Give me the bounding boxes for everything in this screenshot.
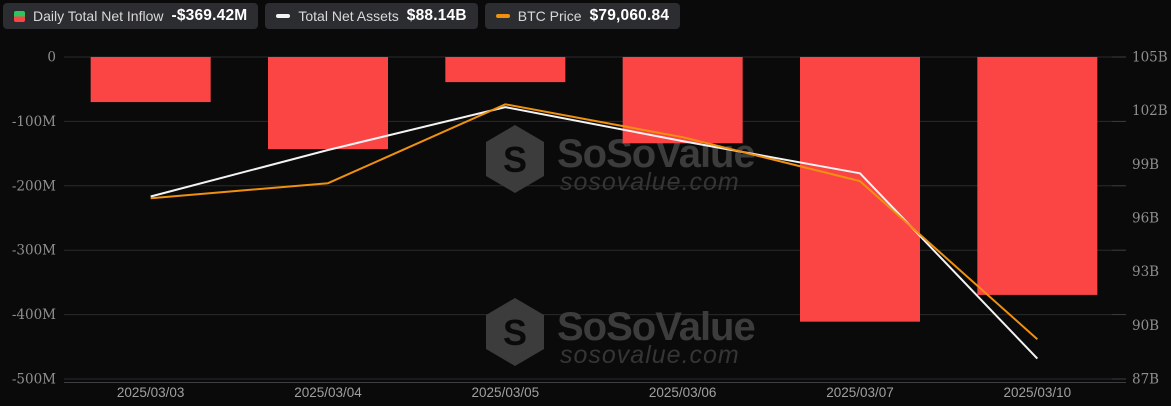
x-axis-label: 2025/03/06 [649,385,717,400]
y-axis-label-right: 99B [1132,157,1159,173]
y-axis-label-left: -200M [12,178,56,194]
y-axis-label-left: -100M [12,114,56,130]
inflow-bar[interactable] [268,57,388,150]
sosovalue-logo-icon [486,298,544,366]
net-assets-dash-icon [276,14,291,18]
legend-label: Total Net Assets [298,8,399,24]
y-axis-label-right: 93B [1132,264,1159,280]
y-axis-label-left: -400M [12,307,56,323]
x-axis-label: 2025/03/10 [1004,385,1072,400]
btc-price-dash-icon [495,14,510,18]
sosovalue-logo-letter: S [503,312,527,353]
watermark-domain-text: sosovalue.com [560,341,740,369]
inflow-bar[interactable] [977,57,1098,295]
y-axis-label-left: -500M [12,372,56,388]
y-axis-label-right: 87B [1132,372,1159,388]
daily-net-inflow-bars [90,57,1098,322]
y-axis-label-right: 90B [1132,318,1159,334]
y-axis-label-left: 0 [47,50,56,66]
legend-value: $79,060.84 [589,7,670,24]
total-net-assets-line[interactable] [150,106,1039,360]
y-axis-label-right: 105B [1132,50,1168,66]
sosovalue-logo-letter: S [503,139,527,180]
x-axis-label: 2025/03/07 [826,385,894,400]
legend-label: BTC Price [517,8,582,24]
x-axis-label: 2025/03/05 [472,385,540,400]
grid-and-axes: 0 -100M -200M -300M -400M -500M 105B 102B 99B 96B… [12,50,1168,401]
watermark-domain-text: sosovalue.com [560,168,740,196]
inflow-bar[interactable] [90,57,211,103]
sosovalue-logo-icon [486,125,544,193]
inflow-bar[interactable] [800,57,920,322]
legend-item-daily-total-net-inflow[interactable]: Daily Total Net Inflow -$369.42M [3,3,259,29]
legend-item-total-net-assets[interactable]: Total Net Assets $88.14B [265,3,478,29]
y-axis-label-right: 102B [1132,103,1168,119]
inflow-split-square-icon [14,10,25,22]
legend-label: Daily Total Net Inflow [33,8,164,24]
legend-value: $88.14B [406,7,467,24]
inflow-bar[interactable] [445,57,566,83]
watermark-brand-text: SoSoValue [557,305,755,349]
y-axis-label-left: -300M [12,243,56,259]
x-axis-label: 2025/03/04 [294,385,362,400]
btc-price-line[interactable] [150,103,1038,340]
legend-value: -$369.42M [171,7,248,24]
legend-item-btc-price[interactable]: BTC Price $79,060.84 [484,3,681,29]
legend: Daily Total Net Inflow -$369.42M Total N… [3,3,681,29]
y-axis-label-right: 96B [1132,211,1159,227]
x-axis-label: 2025/03/03 [117,385,185,400]
